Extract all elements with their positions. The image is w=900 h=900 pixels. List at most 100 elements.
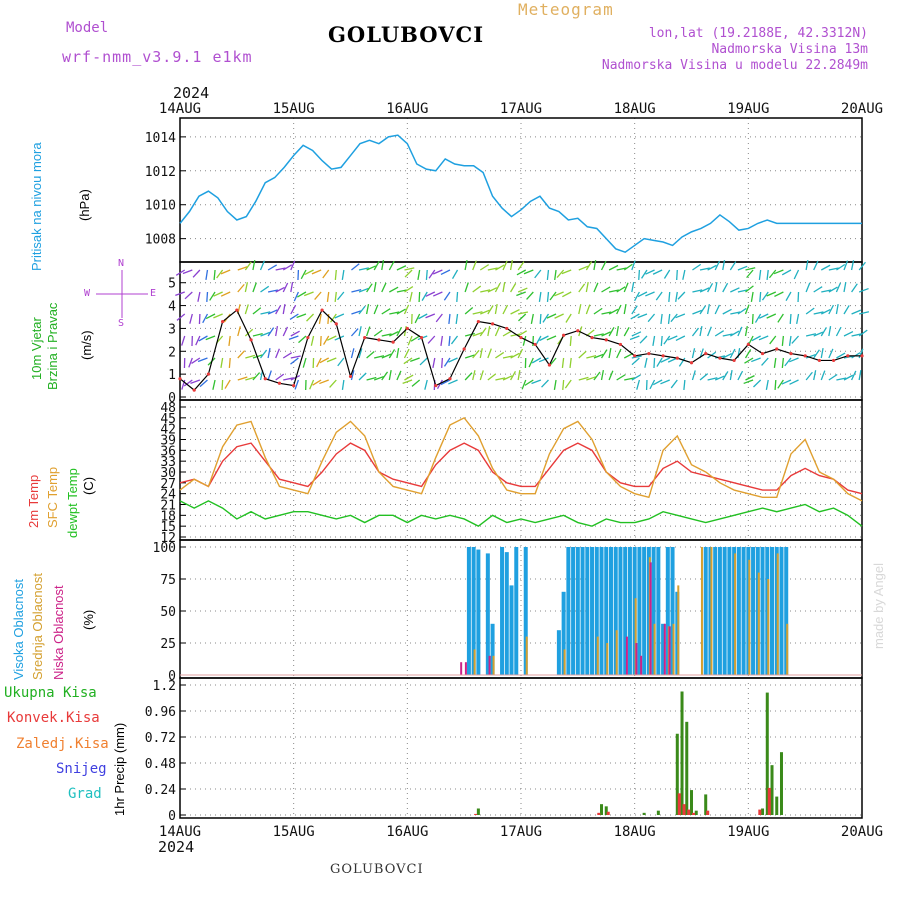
wind-sublabel: Brzina i Pravac: [45, 302, 60, 390]
cloud-bar-cloud_high: [485, 553, 490, 675]
wind-arrow: [652, 379, 663, 386]
wind-arrow: [205, 335, 216, 341]
wind-arrow: [707, 264, 717, 271]
wind-arrow: [443, 357, 451, 367]
cloud-bar-cloud_low: [663, 623, 666, 675]
wind-arrow: [188, 357, 193, 368]
hail-label: Grad: [68, 786, 102, 802]
y-tick-label: 1.2: [153, 679, 176, 694]
x-tick-label-top: 18AUG: [614, 101, 656, 117]
wind-arrow: [197, 357, 208, 363]
wind-speed-point: [604, 338, 608, 342]
wind-arrow: [190, 379, 201, 384]
wind-arrow: [744, 326, 748, 337]
wind-arrow: [311, 269, 322, 275]
temp-line-dewpt: [179, 500, 863, 527]
x-tick-label-bottom: 14AUG: [159, 824, 201, 840]
wind-arrow: [788, 335, 792, 346]
y-tick-label: 0: [168, 669, 176, 684]
wind-arrow: [479, 348, 483, 359]
wind-arrow: [746, 269, 754, 279]
wind-arrow: [531, 357, 542, 364]
wind-arrow: [789, 379, 799, 385]
wind-arrow: [396, 370, 402, 381]
wind-arrow: [631, 331, 642, 337]
wind-arrow: [608, 326, 615, 337]
wind-speed-point: [533, 342, 537, 347]
cloud-high-label: Visoka Oblacnost: [11, 579, 26, 680]
wind-arrow: [472, 370, 476, 381]
wind-arrow: [450, 335, 459, 345]
wind-arrow: [562, 291, 572, 298]
wind-arrow: [730, 287, 740, 293]
wind-arrow: [629, 335, 640, 341]
wind-arrow: [432, 357, 436, 368]
compass-east: E: [150, 288, 157, 299]
wind-arrow: [350, 370, 355, 381]
wind-arrow: [565, 313, 572, 323]
wind-arrow: [213, 269, 216, 281]
wind-arrow: [789, 313, 792, 325]
wind-arrow: [821, 289, 832, 293]
wind-arrow: [828, 304, 835, 315]
wind-arrow: [396, 265, 407, 271]
wind-arrow: [224, 379, 231, 389]
cloud-bar-cloud_mid: [734, 553, 737, 675]
wind-arrow: [616, 267, 627, 271]
wind-arrow: [443, 291, 451, 301]
wind-arrow: [309, 379, 315, 390]
wind-arrow: [546, 269, 550, 281]
y-tick-label: 0.96: [145, 705, 176, 720]
wind-arrow: [381, 371, 389, 381]
wind-arrow: [522, 335, 527, 346]
wind-arrow: [267, 370, 272, 381]
precip-bar-precip_total: [656, 810, 660, 815]
precip-bar-precip_conv: [682, 804, 686, 815]
wind-arrow: [456, 291, 459, 303]
wind-arrow: [805, 353, 816, 359]
wind-arrow: [616, 326, 620, 337]
wind-arrow: [436, 379, 443, 390]
wind-arrow: [425, 269, 428, 281]
wind-arrow: [593, 282, 599, 293]
wind-arrow: [267, 309, 278, 315]
cloud-bar-cloud_high: [656, 547, 661, 675]
wind-arrow: [699, 305, 707, 315]
wind-speed-point: [789, 351, 793, 356]
wind-speed-point: [277, 381, 282, 385]
wind-arrow: [820, 264, 831, 271]
wind-arrow: [184, 291, 193, 300]
wind-arrow: [350, 328, 359, 337]
wind-arrow: [351, 288, 362, 293]
precip-bar-precip_total: [775, 796, 779, 815]
wind-arrow: [366, 376, 377, 381]
wind-arrow: [216, 269, 224, 279]
wind-arrow: [667, 357, 678, 363]
wind-arrow: [464, 282, 469, 293]
cloud-bar-cloud_high: [642, 547, 647, 675]
cloud-bar-cloud_high: [490, 623, 495, 675]
wind-speed-point: [405, 326, 409, 331]
wind-arrow: [494, 304, 498, 315]
precip-bar-precip_total: [476, 808, 480, 815]
wind-arrow: [252, 260, 256, 271]
wind-arrow: [425, 291, 436, 297]
wind-speed-point: [647, 351, 651, 356]
wind-arrow: [517, 330, 528, 337]
wind-arrow: [502, 282, 506, 293]
wind-arrow: [774, 379, 777, 391]
wind-arrow: [820, 348, 824, 359]
wind-arrow: [479, 370, 484, 381]
cloud-bar-cloud_high: [661, 623, 666, 675]
wind-arrow: [275, 304, 282, 315]
wind-arrow: [722, 282, 729, 293]
wind-arrow: [318, 313, 322, 324]
wind-arrow: [652, 269, 663, 275]
wind-arrow: [631, 305, 638, 315]
wind-arrow: [516, 269, 527, 276]
wind-arrow: [205, 269, 209, 280]
precip-bar-precip_conv: [687, 809, 691, 815]
wind-arrow: [472, 260, 477, 271]
wind-arrow: [326, 357, 337, 363]
wind-arrow: [699, 373, 709, 381]
